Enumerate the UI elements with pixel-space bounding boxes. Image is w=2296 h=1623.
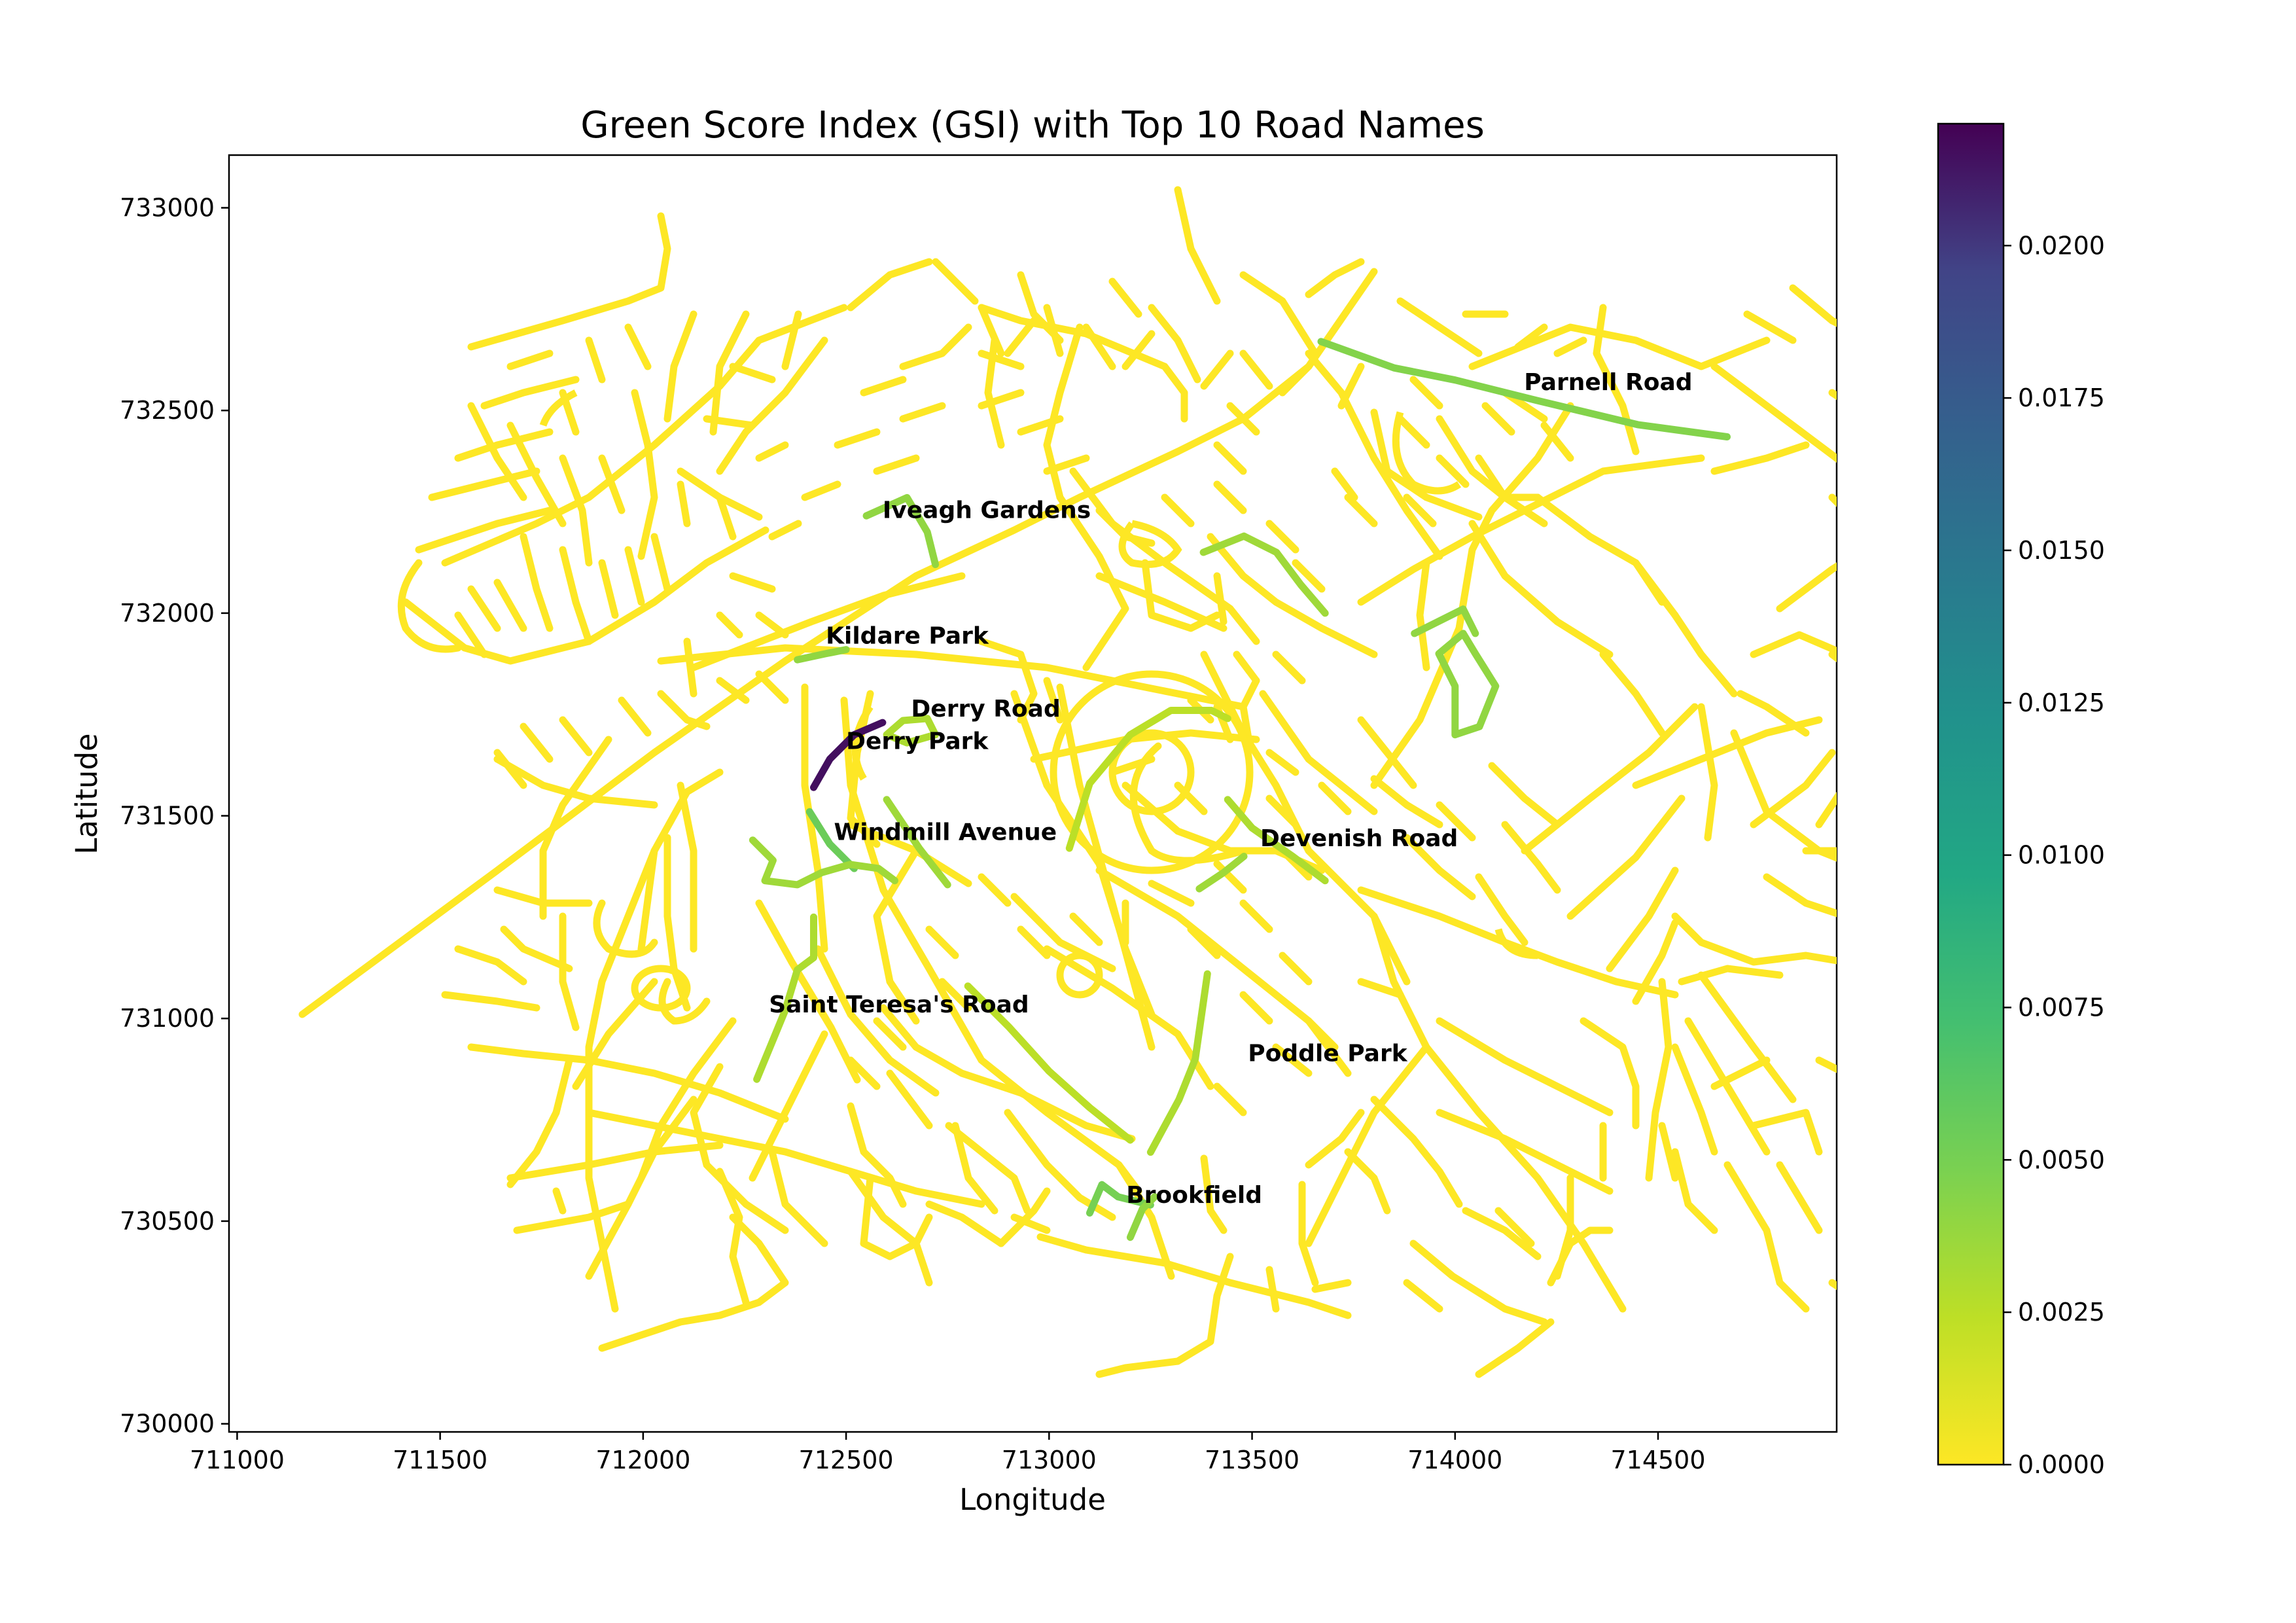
- highlighted-road-13: [1086, 1181, 1154, 1217]
- highlighted-road-6: [805, 808, 858, 872]
- y-tick-label: 730000: [120, 1410, 215, 1438]
- x-tick-label: 714000: [1407, 1446, 1502, 1474]
- colorbar-tick-label: 0.0050: [2018, 1145, 2105, 1174]
- roundabouts: [539, 389, 1538, 1012]
- road-label-brookfield: Brookfield: [1126, 1182, 1262, 1209]
- highlighted-road-18: [1435, 630, 1500, 739]
- y-tick-label: 731500: [120, 802, 215, 830]
- highlighted-road-4: [883, 715, 940, 747]
- chart-title: Green Score Index (GSI) with Top 10 Road…: [580, 104, 1485, 147]
- highlighted-road-8: [1224, 796, 1329, 885]
- highlighted-road-12: [1146, 970, 1211, 1156]
- base-road-network: [298, 186, 1837, 1378]
- road-label-derry-park: Derry Park: [846, 728, 989, 755]
- x-tick-label: 712000: [595, 1446, 690, 1474]
- highlighted-road-7: [749, 836, 898, 889]
- road-label-saint-teresa-s-road: Saint Teresa's Road: [769, 991, 1029, 1018]
- colorbar-tick-label: 0.0200: [2018, 231, 2105, 260]
- x-tick-label: 714500: [1610, 1446, 1705, 1474]
- x-tick-label: 713000: [1002, 1446, 1097, 1474]
- x-axis-label: Longitude: [959, 1482, 1106, 1517]
- highlighted-road-5: [810, 719, 887, 791]
- colorbar-tick-label: 0.0175: [2018, 383, 2105, 412]
- x-axis: 711000 711500 712000 712500 713000 713500 7140…: [190, 1432, 1706, 1474]
- road-label-derry-road: Derry Road: [911, 696, 1060, 722]
- colorbar-tick-label: 0.0000: [2018, 1450, 2105, 1479]
- highlighted-road-16: [1199, 532, 1329, 617]
- road-label-iveagh-gardens: Iveagh Gardens: [883, 497, 1091, 524]
- colorbar-tick-label: 0.0100: [2018, 841, 2105, 870]
- y-tick-label: 731000: [120, 1004, 215, 1033]
- x-tick-label: 713500: [1205, 1446, 1299, 1474]
- colorbar-ticks: 0.0000 0.0025 0.0050 0.0075 0.0100 0.0125 0.01…: [2004, 231, 2105, 1479]
- highlighted-road-14: [1126, 1193, 1159, 1241]
- highlighted-road-17: [1411, 605, 1479, 637]
- highlighted-road-1: [1317, 338, 1731, 440]
- highlighted-road-19: [883, 796, 951, 889]
- colorbar-tick-label: 0.0075: [2018, 993, 2105, 1022]
- highlighted-road-15: [1065, 707, 1231, 852]
- highlighted-road-2: [862, 493, 940, 569]
- colorbar: [1937, 122, 2005, 1466]
- road-label-devenish-road: Devenish Road: [1260, 825, 1458, 852]
- y-axis-label: Latitude: [69, 733, 104, 854]
- y-tick-label: 732500: [120, 396, 215, 425]
- x-tick-label: 711000: [190, 1446, 285, 1474]
- y-axis: 730000 730500 731000 731500 732000 732500 7330…: [120, 194, 229, 1438]
- colorbar-tick-label: 0.0125: [2018, 688, 2105, 717]
- highlighted-road-9: [1195, 853, 1248, 893]
- highlighted-roads: [749, 338, 1731, 1241]
- highlighted-road-3: [794, 646, 850, 664]
- road-label-windmill-avenue: Windmill Avenue: [834, 819, 1057, 846]
- x-tick-label: 712500: [799, 1446, 894, 1474]
- colorbar-tick-label: 0.0025: [2018, 1298, 2105, 1327]
- x-tick-label: 711500: [393, 1446, 487, 1474]
- y-tick-label: 730500: [120, 1207, 215, 1236]
- y-tick-label: 733000: [120, 194, 215, 223]
- road-labels: Parnell Road Iveagh Gardens Kildare Park De…: [769, 369, 1692, 1209]
- highlighted-road-10: [753, 913, 817, 1083]
- road-label-poddle-park: Poddle Park: [1248, 1040, 1407, 1067]
- road-label-kildare-park: Kildare Park: [826, 622, 989, 649]
- colorbar-tick-label: 0.0150: [2018, 536, 2105, 565]
- road-label-parnell-road: Parnell Road: [1524, 369, 1692, 396]
- y-tick-label: 732000: [120, 599, 215, 628]
- highlighted-road-11: [964, 982, 1134, 1144]
